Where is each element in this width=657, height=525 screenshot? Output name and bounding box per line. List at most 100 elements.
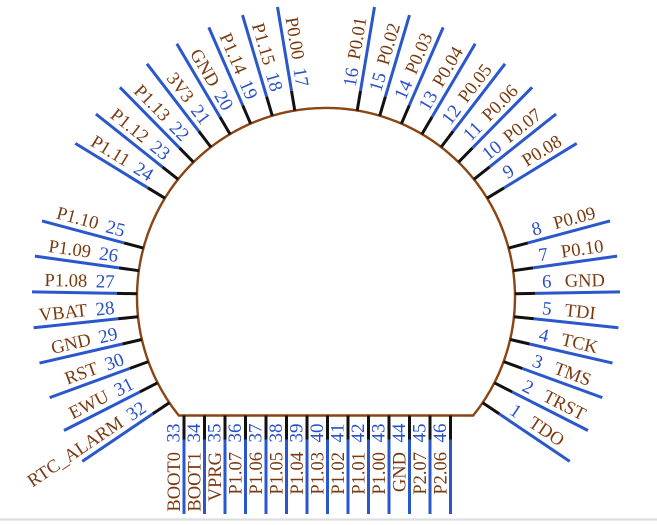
pin-wire (503, 142, 578, 190)
pin-wire (521, 367, 603, 400)
pin-stub (123, 241, 144, 250)
pin-wire (39, 342, 123, 365)
pin-wire (383, 14, 411, 98)
pin-stub (378, 96, 387, 117)
pin-name: BOOT1 (186, 452, 206, 512)
pin-wire (175, 42, 222, 118)
pin-stub (486, 186, 505, 200)
pin-number: 35 (205, 424, 226, 443)
pin-wire (430, 42, 477, 118)
pin-wire (118, 86, 181, 149)
pin-name: P1.00 (370, 452, 390, 495)
pin-number: 38 (266, 424, 287, 443)
pin-number: 45 (410, 424, 431, 443)
pin-stub (139, 381, 159, 394)
pin-wire (359, 6, 376, 92)
pin-number: 29 (97, 324, 120, 349)
pin-stub (503, 360, 523, 370)
pin-name: GND (391, 452, 411, 492)
pin-number: 9 (499, 161, 518, 184)
pin-number: 24 (130, 158, 158, 186)
pin-name: P1.04 (288, 452, 308, 495)
pin-wire (529, 342, 613, 365)
pin-number: 4 (537, 325, 551, 348)
pin-stub (509, 338, 530, 346)
pin-wire (532, 254, 618, 270)
pin-stub (151, 401, 171, 416)
pin-wire (31, 290, 118, 295)
pin-wire (241, 14, 269, 98)
pin-stub (513, 315, 535, 321)
pin-3: 3 TMS (503, 351, 603, 400)
pin-wire (511, 390, 589, 432)
pin-name: GND (49, 330, 93, 359)
pin-stub (118, 266, 140, 273)
pin-number: 46 (430, 424, 451, 443)
pin-36: 36 P1.07 (225, 415, 247, 514)
pin-stub (161, 165, 180, 181)
pin-stub (129, 360, 149, 370)
bottom-rule (0, 518, 657, 521)
pin-stub (481, 401, 501, 416)
pin-name: TDI (564, 301, 597, 324)
pin-stub (439, 130, 455, 149)
pin-wire (81, 412, 154, 463)
pin-number: 42 (348, 424, 369, 443)
pin-name: P1.01 (350, 452, 370, 495)
pin-number: 12 (438, 101, 466, 129)
pin-wire (94, 112, 164, 169)
pin-number: 10 (478, 137, 506, 165)
pin-wire (34, 254, 120, 270)
pin-34: 34 BOOT1 (184, 415, 206, 514)
pin-number: 41 (328, 424, 349, 443)
pin-42: 42 P1.01 (348, 415, 370, 514)
pin-number: 39 (287, 424, 308, 443)
pin-wire (207, 26, 245, 106)
pin-name: VPRG (206, 452, 226, 501)
pin-number: 44 (389, 423, 410, 443)
pin-45: 45 P2.07 (410, 415, 432, 514)
pin-wire (33, 317, 119, 330)
pin-wire (534, 290, 621, 295)
pin-wire (488, 112, 558, 169)
pin-wire (407, 26, 445, 106)
chip-body (135, 106, 517, 417)
pin-wire (471, 86, 534, 149)
pin-wire (63, 390, 141, 432)
pin-stub (512, 266, 534, 273)
pin-number: 13 (415, 87, 443, 114)
pin-43: 43 P1.00 (369, 415, 391, 514)
pin-wire (41, 219, 125, 245)
pin-9: 9P0.08 (486, 132, 578, 200)
pin-4: 4 TCK (509, 325, 613, 365)
pin-stub (218, 116, 232, 135)
pin-name: P1.03 (309, 452, 329, 495)
pin-stub (147, 186, 166, 200)
pin-name: P1.02 (329, 452, 349, 495)
pin-number: 31 (111, 374, 137, 401)
pin-name: P1.07 (227, 452, 247, 495)
pin-number: 8 (529, 218, 544, 241)
pin-stub (400, 104, 411, 125)
pin-number: 20 (209, 87, 237, 114)
pin-name: TCK (559, 330, 600, 358)
pin-name: BOOT0 (165, 452, 185, 512)
pin-number: 7 (537, 244, 549, 266)
pin-stub (290, 90, 297, 111)
pin-33: 33 BOOT0 (164, 415, 186, 514)
pin-stub (355, 90, 362, 111)
pin-number: 6 (542, 272, 552, 293)
pin-number: 1 (506, 400, 526, 423)
pin-wire (145, 62, 200, 133)
pin-number: 32 (123, 397, 150, 425)
pin-number: 36 (225, 424, 246, 443)
pin-name: P1.06 (247, 452, 267, 495)
pin-number: 21 (186, 101, 214, 129)
pin-number: 2 (519, 376, 537, 399)
pin-stub (420, 116, 434, 135)
pin-name: P1.05 (268, 452, 288, 495)
